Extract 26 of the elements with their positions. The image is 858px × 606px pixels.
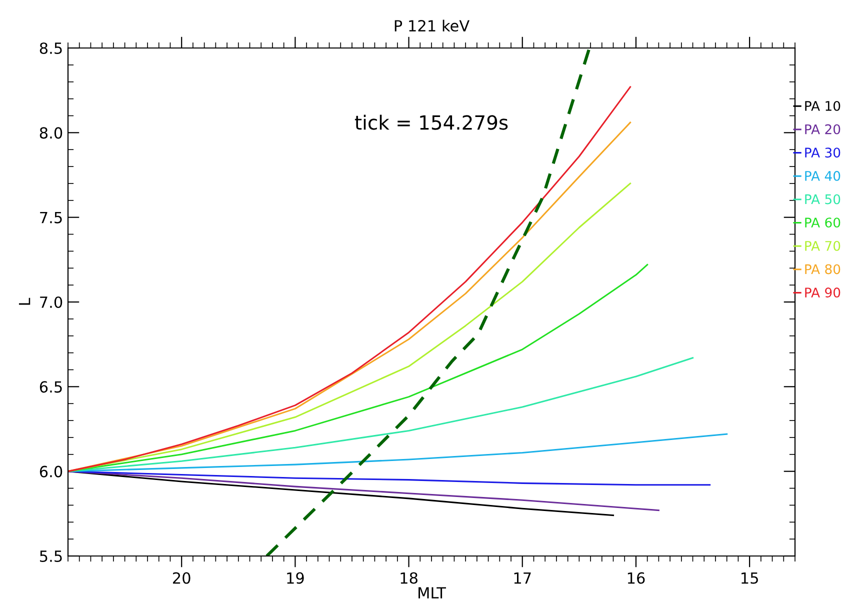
chart-title: P 121 keV xyxy=(394,20,470,32)
y-tick-label: 7.0 xyxy=(40,296,62,308)
legend-label: PA 90 xyxy=(805,288,840,298)
legend-label: PA 80 xyxy=(805,264,840,274)
x-tick-label: 17 xyxy=(514,572,531,584)
legend-label: PA 60 xyxy=(805,218,840,228)
y-tick-label: 8.5 xyxy=(40,42,62,54)
x-tick-label: 19 xyxy=(287,572,304,584)
x-tick-label: 15 xyxy=(742,572,758,584)
legend-label: PA 10 xyxy=(805,100,840,111)
legend-label: PA 20 xyxy=(805,124,840,134)
x-tick-label: 18 xyxy=(400,572,418,584)
x-tick-label: 16 xyxy=(628,572,645,584)
legend-label: PA 30 xyxy=(805,148,840,158)
legend-label: PA 40 xyxy=(805,170,840,181)
y-tick-label: 8.0 xyxy=(40,127,62,139)
annotation: tick = 154.279s xyxy=(354,114,508,130)
legend-label: PA 70 xyxy=(805,240,840,251)
x-axis-title: MLT xyxy=(418,587,446,598)
y-tick-label: 6.0 xyxy=(40,466,62,478)
legend-label: PA 50 xyxy=(805,194,840,204)
y-tick-label: 5.5 xyxy=(40,550,62,562)
y-tick-label: 6.5 xyxy=(40,381,62,393)
y-tick-label: 7.5 xyxy=(40,212,62,224)
y-axis-title: L xyxy=(18,298,30,305)
x-tick-label: 20 xyxy=(172,572,190,584)
